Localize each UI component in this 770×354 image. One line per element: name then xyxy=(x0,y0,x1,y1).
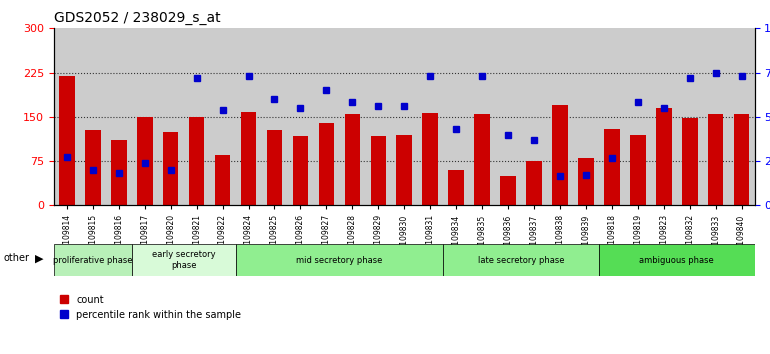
Text: other: other xyxy=(4,253,30,263)
Bar xyxy=(734,114,749,205)
Bar xyxy=(423,113,438,205)
FancyBboxPatch shape xyxy=(599,244,755,276)
Bar xyxy=(500,176,516,205)
Bar xyxy=(319,123,334,205)
Bar xyxy=(630,135,645,205)
Bar xyxy=(370,136,386,205)
Text: proliferative phase: proliferative phase xyxy=(53,256,132,265)
Bar xyxy=(552,105,567,205)
Bar xyxy=(85,130,101,205)
Bar xyxy=(656,108,671,205)
Bar xyxy=(474,114,490,205)
Bar xyxy=(448,170,464,205)
Bar xyxy=(137,117,152,205)
Bar xyxy=(59,75,75,205)
Bar xyxy=(682,118,698,205)
Bar xyxy=(397,135,412,205)
Text: mid secretory phase: mid secretory phase xyxy=(296,256,383,265)
Bar xyxy=(708,114,724,205)
Bar xyxy=(163,132,179,205)
Bar xyxy=(293,136,308,205)
FancyBboxPatch shape xyxy=(444,244,599,276)
Text: late secretory phase: late secretory phase xyxy=(477,256,564,265)
Bar xyxy=(604,129,620,205)
Text: ▶: ▶ xyxy=(35,253,43,263)
Bar xyxy=(111,141,126,205)
Bar xyxy=(526,161,542,205)
FancyBboxPatch shape xyxy=(132,244,236,276)
Bar xyxy=(266,130,283,205)
Bar xyxy=(578,158,594,205)
Legend: count, percentile rank within the sample: count, percentile rank within the sample xyxy=(59,295,241,320)
Text: early secretory
phase: early secretory phase xyxy=(152,251,216,270)
FancyBboxPatch shape xyxy=(54,244,132,276)
Text: GDS2052 / 238029_s_at: GDS2052 / 238029_s_at xyxy=(54,11,220,25)
Bar xyxy=(215,155,230,205)
Bar xyxy=(189,117,204,205)
Text: ambiguous phase: ambiguous phase xyxy=(639,256,714,265)
FancyBboxPatch shape xyxy=(236,244,444,276)
Bar xyxy=(241,112,256,205)
Bar xyxy=(344,114,360,205)
